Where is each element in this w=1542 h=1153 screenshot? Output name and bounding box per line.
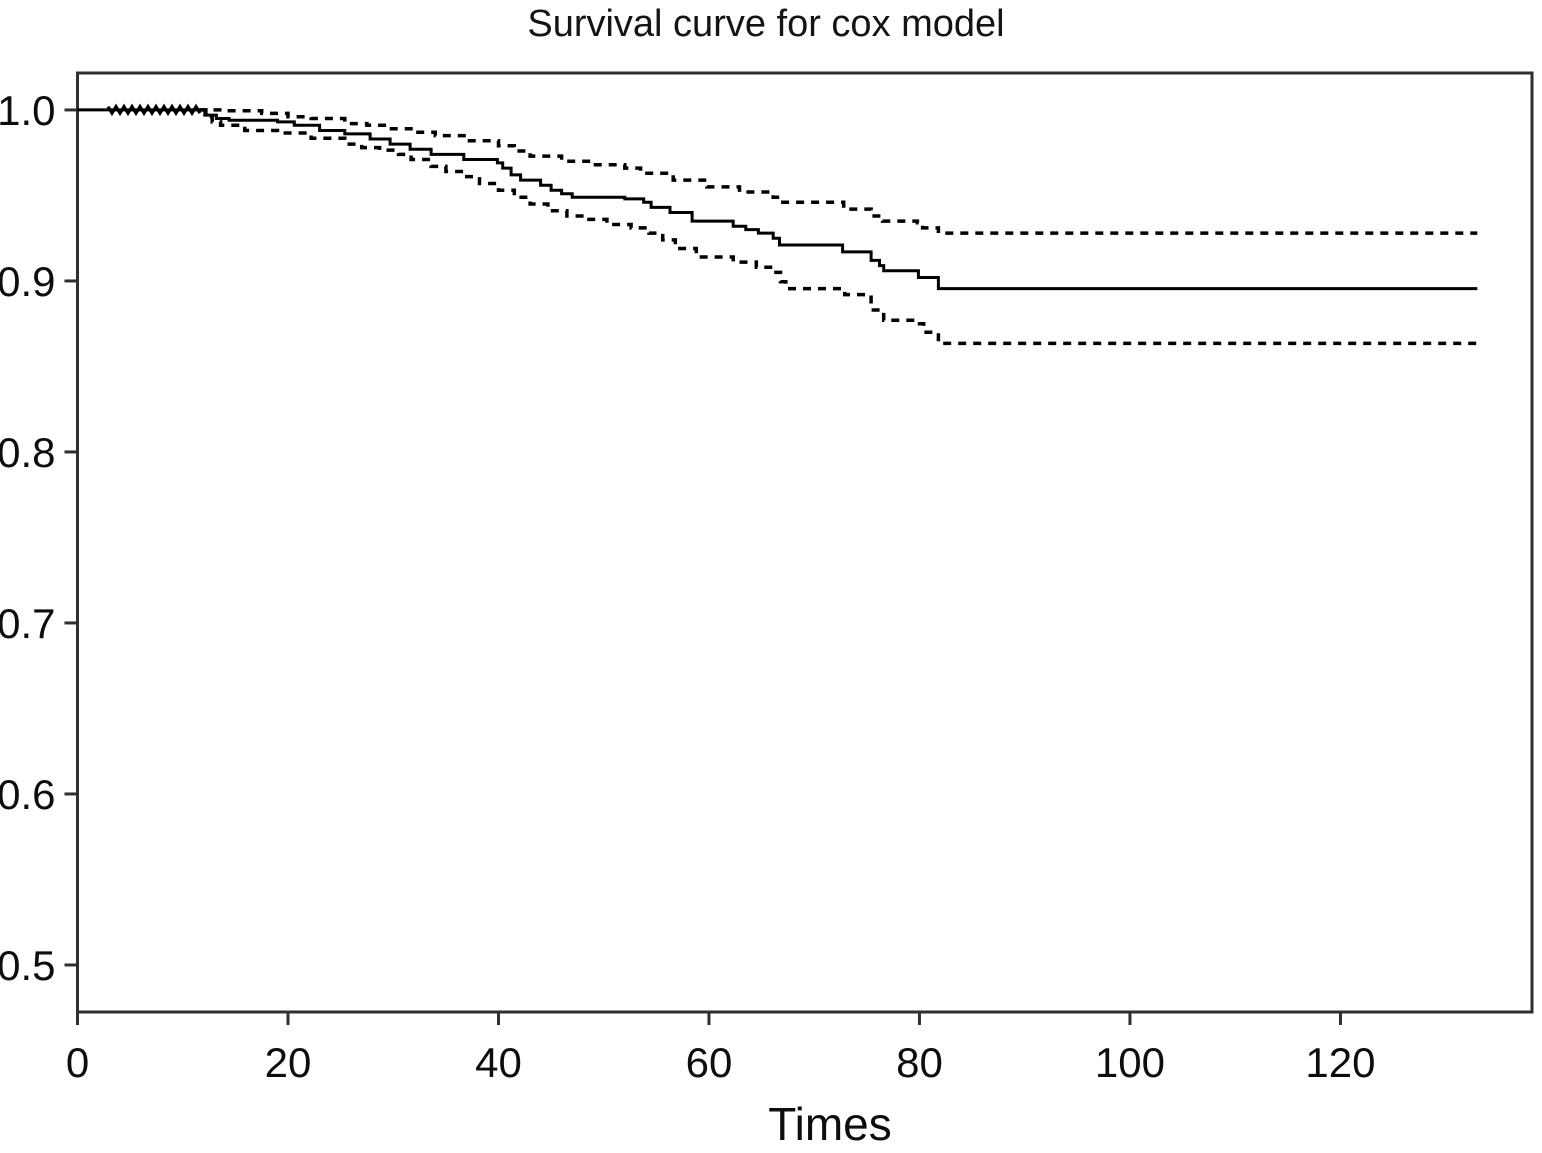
x-tick-label: 40	[475, 1039, 522, 1086]
x-tick-label: 100	[1095, 1039, 1165, 1086]
x-tick-label: 120	[1305, 1039, 1375, 1086]
y-tick-label: 0.5	[0, 942, 56, 989]
plot-frame-group	[76, 71, 1534, 1014]
y-tick-label: 0.6	[0, 771, 56, 818]
x-axis-label: Times	[768, 1098, 892, 1150]
axis-ticks-group: 0 20 40 60 80 100 120 0.5 0.6 0.7 0.8 0.9 1.0	[0, 87, 1375, 1086]
x-tick-label: 80	[896, 1039, 943, 1086]
series-group	[77, 103, 1478, 346]
curve-upper-95-ci	[198, 108, 1478, 235]
x-tick-label: 60	[686, 1039, 733, 1086]
y-tick-label: 0.8	[0, 429, 56, 476]
plot-frame	[76, 71, 1534, 1014]
censor-marks	[106, 103, 202, 117]
x-tick-label: 20	[265, 1039, 312, 1086]
y-tick-label: 0.7	[0, 600, 56, 647]
x-tick-label: 0	[66, 1039, 89, 1086]
curve-survival-estimate	[77, 108, 1478, 291]
curve-lower-95-ci	[201, 108, 1478, 346]
y-tick-label: 1.0	[0, 87, 56, 134]
y-tick-label: 0.9	[0, 258, 56, 305]
chart-title: Survival curve for cox model	[527, 3, 1004, 45]
